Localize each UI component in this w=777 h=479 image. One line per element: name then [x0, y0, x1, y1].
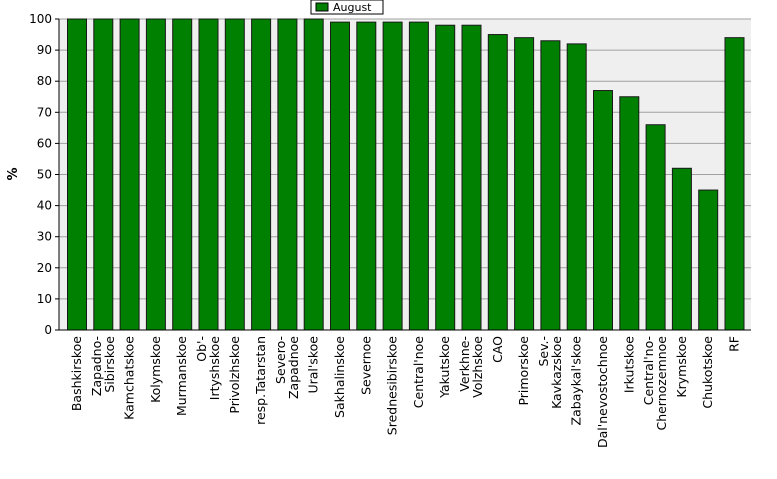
bar	[566, 43, 587, 331]
y-tick-label: 70	[37, 105, 52, 119]
x-tick-label: Sakhalinskoe	[332, 336, 347, 418]
x-tick-label: Primorskoe	[516, 336, 531, 406]
bar	[514, 37, 535, 331]
bar	[382, 21, 403, 331]
x-tick-label: Kolymskoe	[148, 336, 163, 403]
x-tick-label: Verkhne-Volzhskoe	[457, 336, 485, 398]
bar	[698, 189, 719, 331]
bar	[67, 18, 87, 331]
y-axis-label: %	[6, 167, 21, 180]
x-tick-label: Central'noe	[411, 336, 426, 409]
bar	[408, 21, 429, 331]
legend: August	[310, 0, 384, 15]
y-tick-labels: 0 10 20 30 40 50 60 70 80 90 100	[29, 12, 59, 337]
y-tick-label: 40	[37, 199, 52, 213]
y-tick-label: 10	[37, 292, 52, 306]
x-tick-label: Central'no-Chernozemnoe	[641, 336, 669, 431]
x-tick-label: Kamchatskoe	[122, 336, 137, 420]
y-tick-label: 0	[44, 323, 52, 337]
y-tick-label: 30	[37, 230, 52, 244]
x-tick-label: Srednesibirskoe	[385, 336, 400, 436]
bar	[277, 18, 298, 331]
bar	[224, 18, 245, 331]
bar	[330, 21, 350, 331]
bar	[540, 40, 561, 331]
bar	[487, 34, 508, 331]
bar	[145, 18, 166, 331]
x-tick-label: Chukotskoe	[700, 336, 715, 409]
bar	[198, 18, 219, 331]
x-tick-label: CAO	[490, 336, 505, 363]
x-tick-label: Zapadno-Sibirskoe	[89, 336, 117, 396]
x-tick-label: RF	[727, 336, 742, 352]
x-tick-label: Privolzhskoe	[227, 336, 242, 414]
x-tick-label: Bashkirskoe	[69, 336, 84, 411]
x-tick-label: Irkutskoe	[621, 336, 636, 393]
bar	[172, 18, 193, 331]
y-tick-label: 20	[37, 261, 52, 275]
bar	[93, 18, 114, 331]
x-tick-label: Severnoe	[358, 336, 373, 395]
y-tick-label: 100	[29, 12, 52, 26]
x-tick-labels: Bashkirskoe Zapadno-Sibirskoe Kamchatskoe K…	[69, 336, 742, 448]
bar	[251, 18, 272, 331]
bar	[619, 96, 640, 331]
y-tick-label: 90	[37, 43, 52, 57]
y-tick-label: 50	[37, 168, 52, 182]
legend-box	[310, 0, 384, 15]
x-tick-label: Zabaykal'skoe	[569, 336, 584, 426]
bar	[435, 24, 456, 331]
bar	[724, 37, 745, 331]
bar	[356, 21, 377, 331]
x-tick-label: Severo-Zapadnoe	[273, 336, 301, 399]
x-tick-label: Ob'-Irtyshskoe	[194, 336, 222, 401]
bar	[461, 24, 482, 331]
bar	[645, 124, 666, 331]
x-tick-label: Dal'nevostochnoe	[595, 336, 610, 448]
bar	[303, 18, 324, 331]
x-tick-label: Ural'skoe	[306, 336, 321, 394]
legend-swatch	[315, 2, 329, 12]
y-tick-label: 80	[37, 74, 52, 88]
x-tick-label: Murmanskoe	[174, 336, 189, 416]
bar	[593, 90, 613, 331]
x-tick-label: Krymskoe	[674, 336, 689, 398]
x-tick-label: resp.Tatarstan	[253, 336, 268, 425]
x-tick-label: Sev.-Kavkazskoe	[536, 336, 564, 409]
bars	[67, 18, 745, 331]
x-tick-label: Yakutskoe	[437, 336, 452, 399]
bar	[119, 18, 140, 331]
bar	[671, 167, 692, 331]
y-tick-label: 60	[37, 136, 52, 150]
legend-label: August	[333, 1, 372, 14]
